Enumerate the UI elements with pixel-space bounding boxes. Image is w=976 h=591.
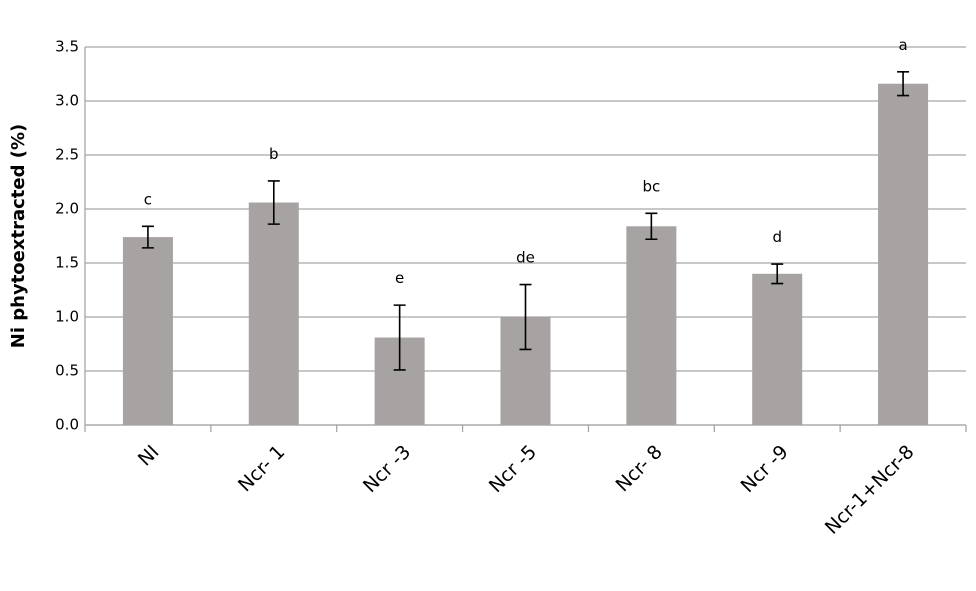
x-tick-label: Ncr -3 [359, 441, 415, 497]
error-bar [645, 212, 658, 241]
error-bar [897, 71, 910, 97]
x-tick-label: Ncr- 8 [612, 441, 667, 496]
bar [878, 83, 929, 425]
y-tick-label: 1.0 [55, 308, 79, 326]
x-tick-label: Ncr -5 [485, 441, 541, 497]
bar [122, 237, 173, 425]
bar [752, 273, 803, 425]
error-bar [267, 180, 280, 225]
error-bar [141, 225, 154, 249]
y-axis-label: Ni phytoextracted (%) [8, 124, 29, 348]
error-bar [393, 304, 406, 371]
x-tick-label: NI [134, 441, 164, 471]
significance-letter: a [898, 36, 907, 54]
significance-letter: de [516, 249, 535, 267]
significance-letter: e [395, 269, 404, 287]
y-tick-label: 0.0 [55, 416, 79, 434]
error-bar [519, 283, 532, 351]
y-tick-label: 1.5 [55, 254, 79, 272]
y-tick-label: 2.5 [55, 146, 79, 164]
bar [626, 226, 677, 425]
bar [248, 202, 299, 425]
y-tick-label: 0.5 [55, 362, 79, 380]
x-tick-label: Ncr-1+Ncr-8 [821, 441, 919, 539]
significance-letter: c [144, 190, 152, 208]
y-tick-label: 2.0 [55, 200, 79, 218]
y-tick-label: 3.5 [55, 38, 79, 56]
x-tick-label: Ncr -9 [737, 441, 793, 497]
significance-letter: d [772, 228, 782, 246]
y-tick-label: 3.0 [55, 92, 79, 110]
error-bar [771, 263, 784, 285]
x-tick-label: Ncr- 1 [234, 441, 289, 496]
significance-letter: bc [642, 177, 660, 195]
significance-letter: b [269, 145, 279, 163]
